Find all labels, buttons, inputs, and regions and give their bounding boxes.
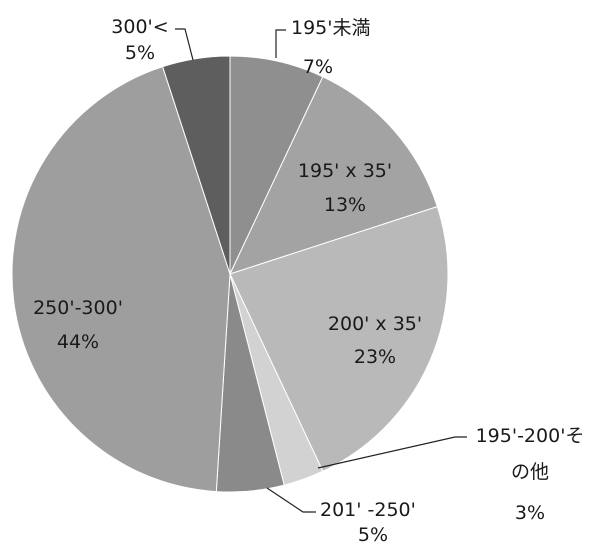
percent-200x35: 23% — [354, 346, 396, 368]
leader-line-201-250 — [266, 487, 316, 513]
percent-250-300: 44% — [57, 331, 99, 353]
leader-line-other — [317, 436, 467, 469]
pie-slice-2 — [229, 205, 449, 472]
pie-slice-6 — [161, 55, 231, 275]
label-other-line-1: 195'-200'そ — [476, 425, 585, 447]
leader-lines — [175, 28, 467, 513]
label-201-250: 201' -250' — [320, 499, 416, 521]
pie-slice-1 — [229, 76, 438, 275]
label-250-300: 250'-300' — [33, 297, 123, 319]
percent-195-under: 7% — [303, 56, 333, 78]
label-195-under: 195'未満 — [291, 17, 371, 39]
percent-300-plus: 5% — [125, 42, 155, 64]
label-195x35: 195' x 35' — [298, 160, 392, 182]
leader-line-195-under — [275, 29, 286, 58]
percent-195x35: 13% — [324, 194, 366, 216]
slice-labels: 195'未満 7% 195' x 35' 13% 200' x 35' 23% … — [33, 16, 584, 546]
leader-line-300-plus — [175, 28, 194, 61]
percent-201-250: 5% — [358, 524, 388, 546]
pie-slices — [11, 55, 449, 493]
percent-other: 3% — [515, 502, 545, 524]
label-other-line-2: の他 — [511, 461, 549, 483]
label-200x35: 200' x 35' — [328, 313, 422, 335]
pie-slice-5 — [11, 66, 231, 493]
label-300-plus: 300'< — [111, 16, 168, 38]
